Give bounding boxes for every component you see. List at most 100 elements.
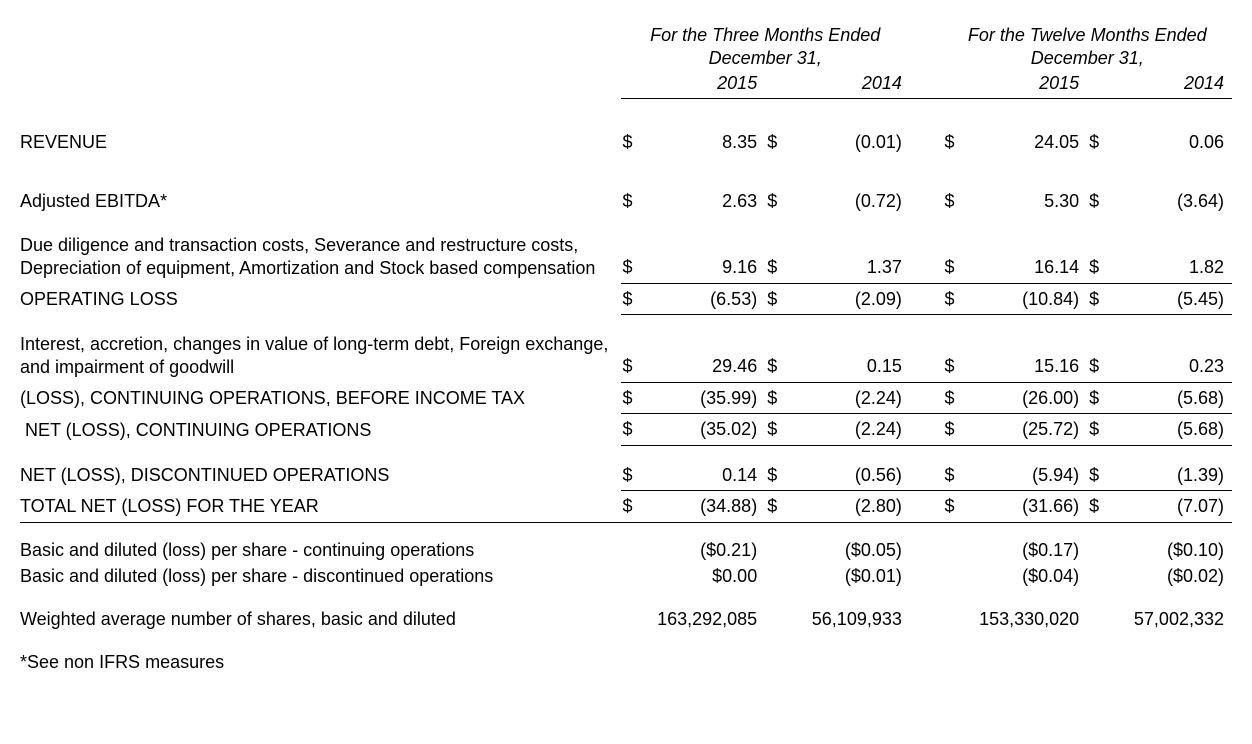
currency-symbol: $ bbox=[621, 329, 651, 382]
col-q3-2014: 2014 bbox=[765, 73, 910, 99]
currency-symbol: $ bbox=[621, 491, 651, 523]
currency-symbol: $ bbox=[765, 414, 795, 446]
currency-symbol: $ bbox=[943, 329, 973, 382]
cell-value: (10.84) bbox=[973, 283, 1087, 315]
col-y-2015: 2015 bbox=[943, 73, 1088, 99]
financial-table: For the Three Months EndedDecember 31, F… bbox=[20, 20, 1232, 634]
cell-value: 1.37 bbox=[796, 230, 910, 283]
period-three-header: For the Three Months EndedDecember 31, bbox=[621, 20, 910, 73]
currency-symbol: $ bbox=[765, 230, 795, 283]
currency-symbol: $ bbox=[621, 127, 651, 158]
label-revenue: REVENUE bbox=[20, 127, 621, 158]
label-loss-cont-before-tax: (LOSS), CONTINUING OPERATIONS, BEFORE IN… bbox=[20, 382, 621, 414]
label-net-loss-cont: NET (LOSS), CONTINUING OPERATIONS bbox=[20, 414, 621, 446]
row-net-loss-disc: NET (LOSS), DISCONTINUED OPERATIONS $0.1… bbox=[20, 460, 1232, 491]
label-total-net-loss: TOTAL NET (LOSS) FOR THE YEAR bbox=[20, 491, 621, 523]
currency-symbol: $ bbox=[943, 230, 973, 283]
currency-symbol: $ bbox=[1087, 414, 1117, 446]
cell-value: 5.30 bbox=[973, 186, 1087, 217]
currency-symbol: $ bbox=[1087, 127, 1117, 158]
currency-symbol: $ bbox=[1087, 382, 1117, 414]
currency-symbol: $ bbox=[943, 382, 973, 414]
row-total-net-loss: TOTAL NET (LOSS) FOR THE YEAR $(34.88) $… bbox=[20, 491, 1232, 523]
cell-value: (26.00) bbox=[973, 382, 1087, 414]
row-revenue: REVENUE $8.35 $(0.01) $24.05 $0.06 bbox=[20, 127, 1232, 158]
col-y-2014: 2014 bbox=[1087, 73, 1232, 99]
period-header-row: For the Three Months EndedDecember 31, F… bbox=[20, 20, 1232, 73]
cell-value: (3.64) bbox=[1118, 186, 1232, 217]
cell-value: (2.24) bbox=[796, 382, 910, 414]
cell-value: ($0.02) bbox=[1118, 563, 1232, 590]
row-adj-ebitda: Adjusted EBITDA* $2.63 $(0.72) $5.30 $(3… bbox=[20, 186, 1232, 217]
cell-value: 163,292,085 bbox=[651, 604, 765, 635]
currency-symbol: $ bbox=[621, 460, 651, 491]
currency-symbol: $ bbox=[1087, 460, 1117, 491]
currency-symbol: $ bbox=[765, 283, 795, 315]
label-weighted-avg: Weighted average number of shares, basic… bbox=[20, 604, 621, 635]
cell-value: (2.24) bbox=[796, 414, 910, 446]
label-operating-loss: OPERATING LOSS bbox=[20, 283, 621, 315]
row-net-loss-cont: NET (LOSS), CONTINUING OPERATIONS $(35.0… bbox=[20, 414, 1232, 446]
cell-value: (2.80) bbox=[796, 491, 910, 523]
cell-value: 0.06 bbox=[1118, 127, 1232, 158]
row-interest: Interest, accretion, changes in value of… bbox=[20, 329, 1232, 382]
cell-value: (25.72) bbox=[973, 414, 1087, 446]
cell-value: (6.53) bbox=[651, 283, 765, 315]
cell-value: 0.14 bbox=[651, 460, 765, 491]
cell-value: 57,002,332 bbox=[1118, 604, 1232, 635]
label-due-diligence: Due diligence and transaction costs, Sev… bbox=[20, 230, 621, 283]
cell-value: ($0.05) bbox=[796, 537, 910, 564]
currency-symbol: $ bbox=[1087, 283, 1117, 315]
cell-value: (0.01) bbox=[796, 127, 910, 158]
currency-symbol: $ bbox=[621, 186, 651, 217]
cell-value: ($0.10) bbox=[1118, 537, 1232, 564]
cell-value: (2.09) bbox=[796, 283, 910, 315]
currency-symbol: $ bbox=[621, 283, 651, 315]
cell-value: 24.05 bbox=[973, 127, 1087, 158]
label-net-loss-disc: NET (LOSS), DISCONTINUED OPERATIONS bbox=[20, 460, 621, 491]
label-bdl-disc: Basic and diluted (loss) per share - dis… bbox=[20, 563, 621, 590]
currency-symbol: $ bbox=[943, 186, 973, 217]
currency-symbol: $ bbox=[1087, 329, 1117, 382]
cell-value: 16.14 bbox=[973, 230, 1087, 283]
year-header-row: 2015 2014 2015 2014 bbox=[20, 73, 1232, 99]
cell-value: ($0.04) bbox=[973, 563, 1087, 590]
currency-symbol: $ bbox=[765, 460, 795, 491]
col-q3-2015: 2015 bbox=[621, 73, 766, 99]
cell-value: (35.02) bbox=[651, 414, 765, 446]
currency-symbol: $ bbox=[621, 382, 651, 414]
currency-symbol: $ bbox=[943, 127, 973, 158]
currency-symbol: $ bbox=[943, 491, 973, 523]
cell-value: (5.94) bbox=[973, 460, 1087, 491]
currency-symbol: $ bbox=[765, 186, 795, 217]
cell-value: 29.46 bbox=[651, 329, 765, 382]
cell-value: (0.56) bbox=[796, 460, 910, 491]
currency-symbol: $ bbox=[943, 460, 973, 491]
currency-symbol: $ bbox=[943, 414, 973, 446]
currency-symbol: $ bbox=[765, 329, 795, 382]
cell-value: (5.45) bbox=[1118, 283, 1232, 315]
currency-symbol: $ bbox=[943, 283, 973, 315]
currency-symbol: $ bbox=[765, 127, 795, 158]
currency-symbol: $ bbox=[1087, 230, 1117, 283]
cell-value: 56,109,933 bbox=[796, 604, 910, 635]
cell-value: (34.88) bbox=[651, 491, 765, 523]
cell-value: 1.82 bbox=[1118, 230, 1232, 283]
label-adj-ebitda: Adjusted EBITDA* bbox=[20, 186, 621, 217]
row-bdl-cont: Basic and diluted (loss) per share - con… bbox=[20, 537, 1232, 564]
cell-value: (0.72) bbox=[796, 186, 910, 217]
currency-symbol: $ bbox=[621, 414, 651, 446]
cell-value: 15.16 bbox=[973, 329, 1087, 382]
cell-value: $0.00 bbox=[651, 563, 765, 590]
cell-value: 9.16 bbox=[651, 230, 765, 283]
cell-value: 8.35 bbox=[651, 127, 765, 158]
currency-symbol: $ bbox=[1087, 491, 1117, 523]
cell-value: (31.66) bbox=[973, 491, 1087, 523]
currency-symbol: $ bbox=[621, 230, 651, 283]
row-due-diligence: Due diligence and transaction costs, Sev… bbox=[20, 230, 1232, 283]
row-bdl-disc: Basic and diluted (loss) per share - dis… bbox=[20, 563, 1232, 590]
cell-value: ($0.21) bbox=[651, 537, 765, 564]
cell-value: (5.68) bbox=[1118, 382, 1232, 414]
cell-value: (35.99) bbox=[651, 382, 765, 414]
label-interest: Interest, accretion, changes in value of… bbox=[20, 329, 621, 382]
